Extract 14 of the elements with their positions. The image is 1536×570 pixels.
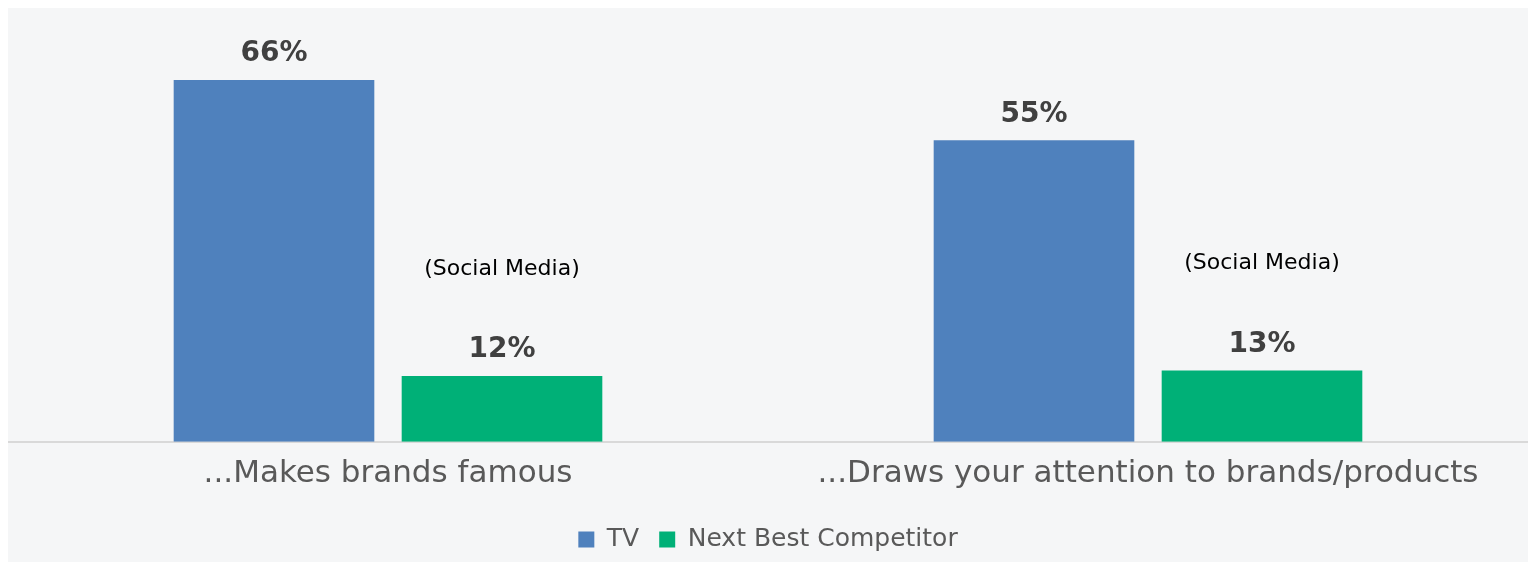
- legend-label: TV: [605, 523, 640, 552]
- data-label: 13%: [1228, 325, 1296, 359]
- bar: [933, 140, 1135, 442]
- bar: [401, 376, 603, 442]
- annotation: (Social Media): [1184, 249, 1340, 275]
- annotation: (Social Media): [424, 254, 580, 280]
- x-tick-label: ...Draws your attention to brands/products: [817, 453, 1479, 490]
- data-label: 66%: [240, 35, 308, 69]
- legend-label: Next Best Competitor: [687, 523, 959, 552]
- data-label: 55%: [1000, 95, 1068, 129]
- bar: [1161, 370, 1363, 442]
- bar: [173, 79, 375, 442]
- x-tick-label: ...Makes brands famous: [203, 453, 573, 490]
- data-label: 12%: [468, 331, 536, 365]
